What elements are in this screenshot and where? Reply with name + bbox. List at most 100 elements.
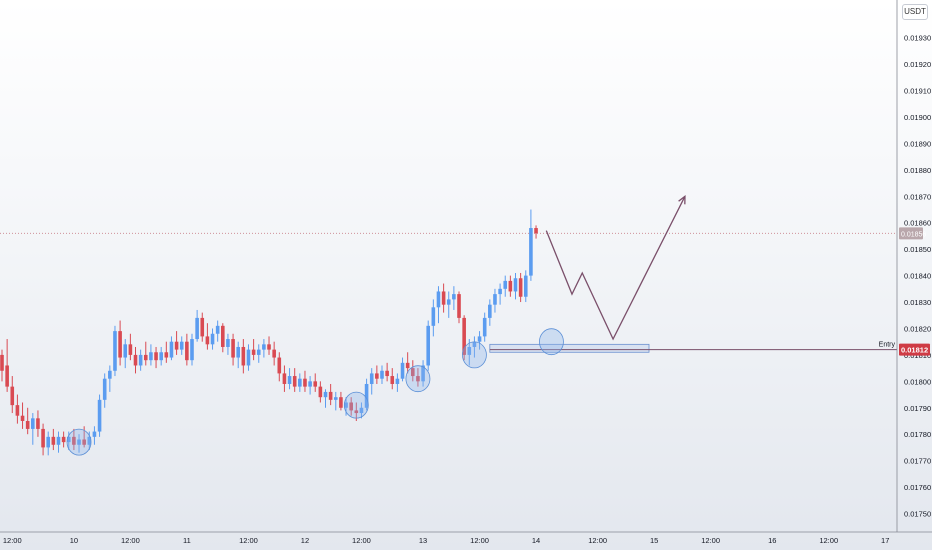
candle-body[interactable] [523,275,528,297]
candle-body[interactable] [472,341,477,347]
candle-body[interactable] [457,294,461,318]
candle-body[interactable] [77,439,81,445]
candle-body[interactable] [97,399,102,432]
candle-body[interactable] [390,376,395,384]
candle-body[interactable] [498,288,502,295]
candle-body[interactable] [200,317,205,337]
candle-body[interactable] [185,341,189,361]
candle-body[interactable] [113,331,117,371]
candle-body[interactable] [236,346,241,358]
candle-body[interactable] [272,349,276,358]
candle-body[interactable] [108,370,112,379]
candle-body[interactable] [308,381,312,387]
candle-body[interactable] [123,344,128,358]
highlight-circle[interactable] [343,391,369,419]
candle-body[interactable] [190,339,194,361]
candle-body[interactable] [61,436,66,443]
candle-body[interactable] [441,291,446,305]
candle-body[interactable] [159,352,163,361]
projection-path[interactable] [545,196,686,341]
candle-body[interactable] [411,368,415,377]
candle-body[interactable] [344,402,348,408]
candle-body[interactable] [518,278,523,297]
candle-body[interactable] [375,373,379,379]
candle-body[interactable] [534,228,538,234]
candle-body[interactable] [503,280,508,289]
candle-body[interactable] [102,378,107,400]
candle-body[interactable] [154,352,158,361]
candle-body[interactable] [82,439,86,445]
candle-body[interactable] [359,407,364,414]
candle-body[interactable] [143,354,148,361]
candle-body[interactable] [5,365,9,387]
candle-body[interactable] [149,352,153,361]
candle-body[interactable] [380,370,384,379]
candle-body[interactable] [369,373,374,384]
candle-body[interactable] [267,344,271,350]
candle-body[interactable] [138,354,143,366]
candle-body[interactable] [169,341,174,358]
highlight-circle[interactable] [462,341,487,369]
candle-body[interactable] [416,376,420,382]
candle-body[interactable] [241,346,246,366]
candle-body[interactable] [15,405,20,416]
candle-body[interactable] [395,378,400,384]
candle-body[interactable] [354,410,359,414]
candle-body[interactable] [328,391,333,400]
candle-body[interactable] [339,397,343,408]
candle-body[interactable] [282,373,287,384]
candle-body[interactable] [128,344,133,355]
candle-body[interactable] [482,317,487,337]
candle-body[interactable] [46,436,51,448]
candle-body[interactable] [405,362,410,369]
candle-body[interactable] [164,352,169,358]
candle-body[interactable] [256,349,261,355]
candle-body[interactable] [462,317,466,355]
candle-body[interactable] [385,370,389,377]
candle-body[interactable] [72,436,76,445]
candle-body[interactable] [529,228,533,276]
candle-body[interactable] [31,418,35,429]
candle-body[interactable] [477,336,482,342]
candle-body[interactable] [231,339,235,358]
candle-body[interactable] [226,339,230,347]
candle-body[interactable] [205,336,210,345]
highlight-circle[interactable] [539,328,564,356]
candle-body[interactable] [313,381,318,387]
candle-body[interactable] [221,325,225,347]
candle-body[interactable] [87,436,92,445]
candle-body[interactable] [66,436,71,443]
candle-body[interactable] [298,378,302,387]
candle-body[interactable] [195,317,199,340]
candle-body[interactable] [246,349,251,366]
candle-body[interactable] [292,376,297,387]
candle-body[interactable] [513,278,518,292]
candle-body[interactable] [262,344,266,350]
candle-body[interactable] [431,307,436,326]
candle-body[interactable] [349,402,353,411]
candle-body[interactable] [400,362,405,379]
candle-body[interactable] [493,294,497,305]
candle-body[interactable] [51,436,56,445]
candle-body[interactable] [333,397,338,400]
candle-body[interactable] [215,325,220,334]
currency-button[interactable]: USDT [902,4,928,20]
candle-body[interactable] [421,365,425,382]
candle-body[interactable] [467,346,472,355]
candle-body[interactable] [251,349,256,355]
candle-body[interactable] [10,386,15,406]
candle-body[interactable] [436,291,441,308]
candle-body[interactable] [179,341,184,350]
candle-body[interactable] [303,378,307,387]
entry-zone-box[interactable] [489,343,650,353]
candle-body[interactable] [92,431,97,437]
candle-body[interactable] [426,325,431,366]
candle-body[interactable] [323,391,328,398]
candle-body[interactable] [174,341,179,350]
candle-body[interactable] [36,418,40,429]
candle-body[interactable] [56,436,61,445]
candle-body[interactable] [446,299,451,305]
candle-body[interactable] [20,415,25,421]
candle-body[interactable] [364,383,369,408]
